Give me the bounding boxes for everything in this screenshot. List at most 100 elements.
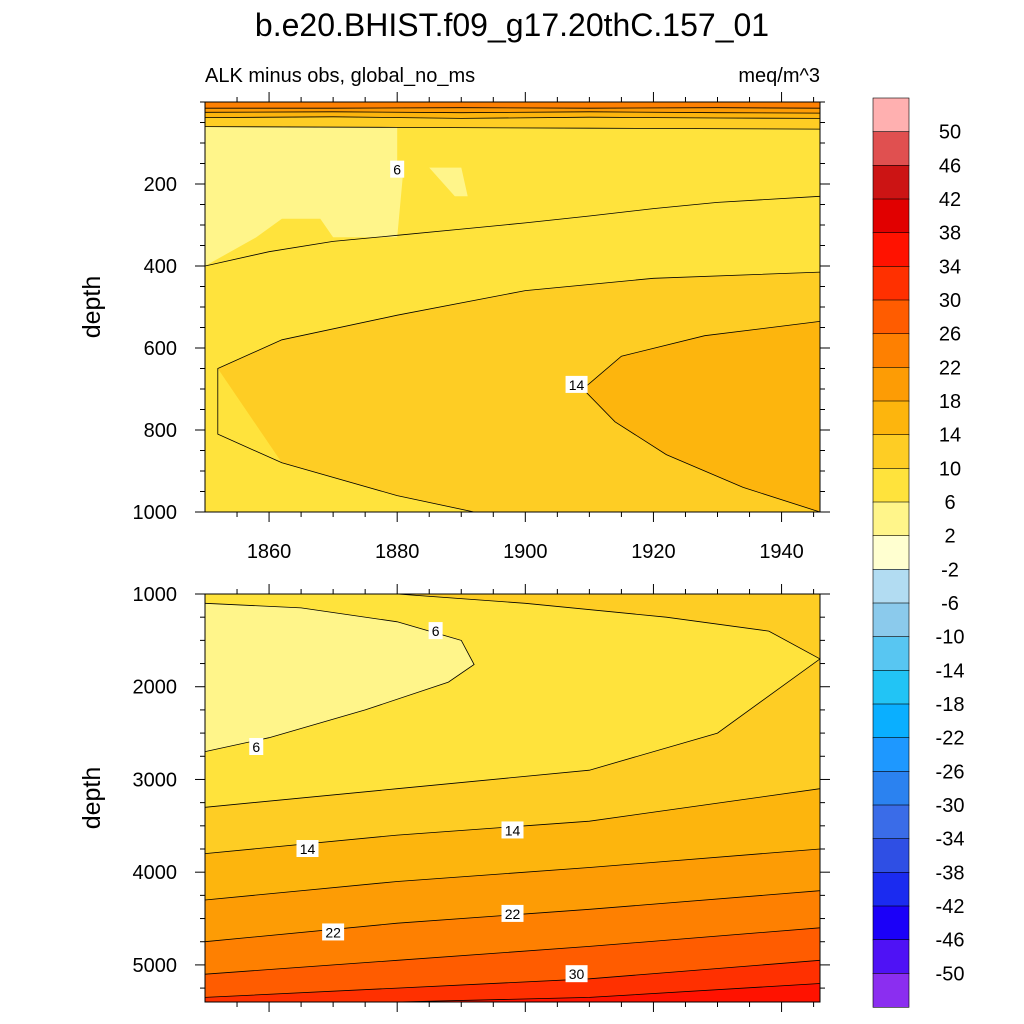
colorbar-swatch [872,771,910,806]
upper-contour-panel: 1860 1880 1900 1920 1940 200 400 600 800 1000 dept… [78,92,830,563]
contour-fill-14-18-upper [583,321,820,512]
colorbar-label: -2 [941,559,959,581]
colorbar-swatch [872,703,910,739]
figure-title: b.e20.BHIST.f09_g17.20thC.157_01 [255,7,769,43]
contour-label: 14 [501,821,524,839]
contour-label-bg [390,160,405,178]
y-tick-label: 1000 [133,502,178,524]
colorbar-label: -42 [936,896,965,918]
colorbar-swatch [872,333,910,368]
colorbar-label: -50 [936,963,965,985]
contour-lines [205,594,820,1002]
contour-line-14 [205,116,820,119]
y-tick-label: 4000 [133,862,178,884]
colorbar-swatch [872,434,910,469]
colorbar-label: 2 [944,526,955,548]
colorbar-label: 26 [939,324,961,346]
colorbar-label: 42 [939,189,961,211]
contour-fill-2-6-upper [205,126,468,266]
contour-label: 14 [296,840,319,857]
subtitle-right: meq/m^3 [738,65,820,87]
contour-line-10 [205,126,820,130]
colorbar-swatch [872,367,910,402]
contour-line-34 [397,983,820,1002]
colorbar-swatch [872,939,910,974]
contour-label: 6 [428,622,443,640]
y-tick-label: 200 [144,174,177,196]
x-tick-label: 1940 [759,541,804,563]
contour-fills [205,594,820,1002]
colorbar-label: -30 [936,795,965,817]
colorbar-swatch [872,602,910,638]
contour-label: 6 [390,160,405,178]
contour-label-bg [428,622,443,640]
y-tick-label: 1000 [133,584,178,606]
colorbar-swatch [872,872,910,907]
contour-label-bg [565,965,588,983]
contour-fills [205,102,820,512]
x-tick-label: 1880 [375,541,420,563]
contour-label-text: 6 [432,623,440,639]
contour-label-text: 6 [393,162,401,178]
colorbar-label: 30 [939,290,961,312]
colorbar-swatch [872,838,910,873]
colorbar-swatch [872,636,910,671]
contour-line-6 [205,195,820,267]
contour-label-bg [249,738,264,755]
y-tick-label: 5000 [133,955,178,977]
colorbar-swatch [872,905,910,941]
colorbar-swatch [872,569,910,604]
colorbar-label: -38 [936,862,965,884]
colorbar-label: 34 [939,256,961,278]
colorbar-label: -26 [936,761,965,783]
contour-line-26 [205,927,820,975]
contour-label-text: 14 [569,377,585,393]
contour-lines [205,107,820,512]
contour-fill-2-6 [205,594,475,752]
colorbar-label: -6 [941,593,959,615]
colorbar-swatch [872,737,910,772]
colorbar-swatch [872,400,910,436]
colorbar-swatch [872,266,910,301]
contour-fill-top-22 [205,102,820,109]
contour-label-text: 22 [325,924,341,940]
y-tick-label: 2000 [133,677,178,699]
colorbar-swatch [872,131,910,166]
contour-label: 22 [501,904,524,922]
contour-label-bg [322,923,345,941]
contour-line-14 [582,321,820,512]
colorbar-label: 6 [944,492,955,514]
x-tick-label: 1860 [247,541,292,563]
contour-label: 30 [565,965,588,983]
y-axis-label: depth [78,276,106,339]
contour-label: 6 [249,738,264,755]
colorbar-label: 22 [939,357,961,379]
colorbar-label: -18 [936,694,965,716]
contour-line-10 [217,271,820,512]
lower-contour-panel: 1000 2000 3000 4000 5000 depth 6 6 14 14 22 22 30 [78,584,830,1012]
y-tick-label: 600 [144,338,177,360]
contour-line-10 [205,594,820,808]
colorbar-swatch [872,165,910,200]
colorbar-swatch [872,535,910,570]
y-tick-label: 800 [144,420,177,442]
colorbar-label: -14 [936,660,965,682]
contour-label-bg [296,840,319,857]
colorbar-swatch [872,670,910,705]
colorbar-label: 46 [939,155,961,177]
contour-line-22 [205,107,820,109]
y-tick-label: 3000 [133,769,178,791]
subtitle-left: ALK minus obs, global_no_ms [205,65,475,87]
y-tick-label: 400 [144,256,177,278]
colorbar-swatch [872,299,910,335]
colorbar-label: 14 [939,425,961,447]
contour-fill-30 [205,960,820,1002]
contour-label: 14 [565,375,588,393]
colorbar-swatch [872,804,910,840]
colorbar-label: -34 [936,829,965,851]
contour-fill-34 [205,983,820,1002]
contour-label-bg [501,904,524,922]
colorbar-swatch [872,468,910,503]
